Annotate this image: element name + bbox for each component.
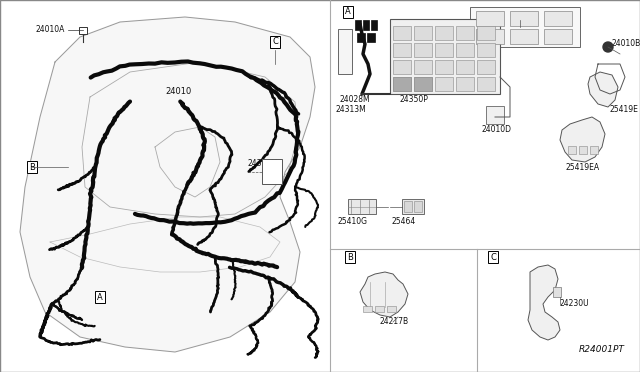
Bar [470,7,580,47]
Text: 24388M: 24388M [248,160,278,169]
Text: 24010A: 24010A [35,25,65,33]
Polygon shape [360,272,408,317]
Bar [476,29,504,44]
Text: B: B [347,253,353,262]
Bar [393,43,411,57]
Bar [367,33,375,42]
Bar [355,20,361,30]
Text: SEE SEC.252: SEE SEC.252 [496,10,544,19]
Bar [357,33,365,42]
Text: 24350P: 24350P [400,96,429,105]
Text: 24010D: 24010D [482,125,512,135]
Bar [371,20,377,30]
Bar [456,77,474,91]
Text: 24010B: 24010B [612,39,640,48]
Text: R24001PT: R24001PT [579,345,625,354]
Bar [393,77,411,91]
Bar [435,60,453,74]
Circle shape [603,42,613,52]
Bar [510,29,538,44]
Bar [544,29,572,44]
Text: 24010: 24010 [165,87,191,96]
Text: 24313M: 24313M [335,106,365,115]
Bar [477,77,495,91]
Bar [338,29,352,74]
Text: 24028M: 24028M [340,96,371,105]
Bar [402,199,424,214]
Text: 25464: 25464 [392,218,416,227]
Text: C: C [272,38,278,46]
Text: B: B [29,163,35,171]
Bar [568,146,576,154]
Text: C: C [490,253,496,262]
Text: 25419E: 25419E [610,105,639,113]
Bar [456,60,474,74]
Bar [477,43,495,57]
Bar [553,287,561,297]
Bar [486,106,504,124]
Bar [414,60,432,74]
Bar [435,26,453,40]
Bar [393,26,411,40]
Text: 24217B: 24217B [380,317,409,327]
Polygon shape [560,117,605,162]
Bar [348,199,376,214]
Bar [456,43,474,57]
Polygon shape [528,265,560,340]
Polygon shape [20,17,315,352]
Bar [262,159,282,184]
Text: 25410G: 25410G [338,218,368,227]
Bar [363,20,369,30]
Text: A: A [345,7,351,16]
Bar [414,43,432,57]
Bar [435,77,453,91]
Bar [393,60,411,74]
Bar [456,26,474,40]
Bar [390,19,500,94]
Bar [375,306,384,312]
Polygon shape [588,72,618,107]
Bar [414,77,432,91]
Bar [476,11,504,26]
Text: 24230U: 24230U [560,299,589,308]
Bar [510,11,538,26]
Text: A: A [97,292,103,301]
Bar [414,26,432,40]
Bar [477,60,495,74]
Text: 25419EA: 25419EA [565,163,599,171]
Bar [387,306,396,312]
Bar [79,27,87,34]
Bar [414,201,422,212]
Bar [579,146,587,154]
Bar [393,77,411,91]
Bar [590,146,598,154]
Bar [363,306,372,312]
Bar [404,201,412,212]
Bar [435,43,453,57]
Bar [477,26,495,40]
Bar [544,11,572,26]
Bar [414,77,432,91]
